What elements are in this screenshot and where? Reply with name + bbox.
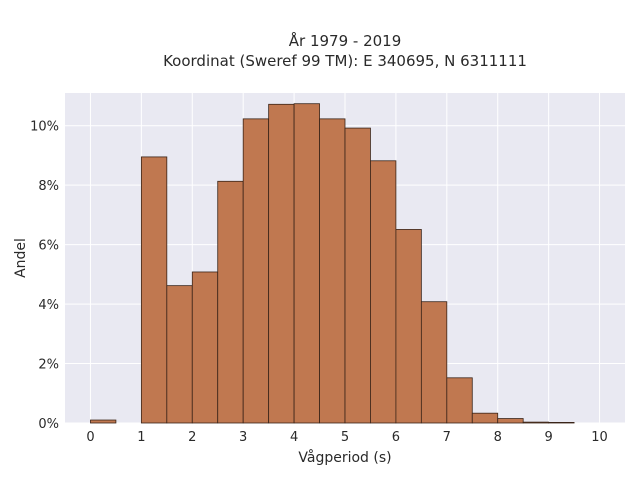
x-tick-label: 5 bbox=[341, 430, 349, 445]
y-tick-label: 8% bbox=[38, 179, 59, 194]
histogram-bar bbox=[268, 103, 295, 424]
x-tick-label: 10 bbox=[591, 430, 608, 445]
histogram-bar bbox=[166, 285, 193, 424]
histogram-bar bbox=[191, 271, 219, 424]
histogram-bar bbox=[471, 412, 499, 424]
histogram-bar bbox=[217, 180, 244, 424]
x-tick-label: 1 bbox=[137, 430, 145, 445]
x-tick-label: 8 bbox=[494, 430, 502, 445]
x-tick-label: 3 bbox=[239, 430, 247, 445]
chart-title-line2: Koordinat (Sweref 99 TM): E 340695, N 63… bbox=[163, 52, 527, 70]
histogram-bar bbox=[370, 160, 397, 424]
histogram-bar bbox=[140, 156, 168, 424]
histogram-bar bbox=[293, 103, 320, 424]
histogram-bar bbox=[420, 301, 448, 424]
histogram-bar bbox=[497, 418, 524, 424]
x-axis-ticks: 0 1 2 3 4 5 6 7 8 9 10 bbox=[86, 430, 608, 445]
x-tick-label: 2 bbox=[188, 430, 196, 445]
histogram-bar bbox=[242, 118, 270, 424]
y-tick-label: 4% bbox=[38, 298, 59, 313]
histogram-bar bbox=[548, 422, 575, 424]
histogram-bar bbox=[344, 127, 371, 424]
x-tick-label: 6 bbox=[392, 430, 400, 445]
x-tick-label: 9 bbox=[544, 430, 552, 445]
y-axis-label: Andel bbox=[13, 238, 29, 278]
y-tick-label: 10% bbox=[30, 120, 59, 135]
x-axis-label: Vågperiod (s) bbox=[298, 449, 391, 466]
y-tick-label: 0% bbox=[38, 417, 59, 432]
histogram-bar bbox=[319, 118, 346, 424]
y-tick-label: 6% bbox=[38, 239, 59, 254]
histogram-bar bbox=[395, 229, 422, 424]
bars-group bbox=[90, 103, 575, 424]
x-tick-label: 7 bbox=[443, 430, 451, 445]
x-tick-label: 0 bbox=[86, 430, 94, 445]
histogram-bar bbox=[446, 377, 473, 424]
y-tick-label: 2% bbox=[38, 358, 59, 373]
x-tick-label: 4 bbox=[290, 430, 298, 445]
histogram-bar bbox=[522, 421, 550, 424]
histogram-bar bbox=[90, 419, 117, 424]
y-axis-ticks: 0% 2% 4% 6% 8% 10% bbox=[30, 120, 59, 432]
chart-title-line1: År 1979 - 2019 bbox=[289, 31, 402, 50]
